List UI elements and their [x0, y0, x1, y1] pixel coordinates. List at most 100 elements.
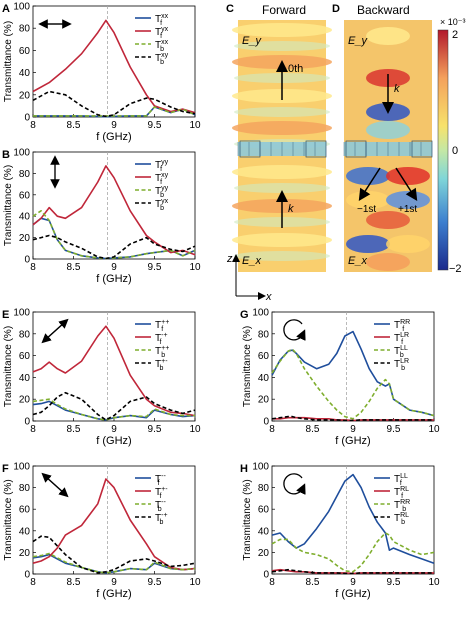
x-tick-label: 8.5 [67, 424, 81, 435]
y-tick-label: 0 [24, 113, 30, 124]
x-axis-label: f (GHz) [96, 588, 131, 600]
metasurface-strip-backward [343, 140, 433, 158]
x-tick-label: 9.5 [387, 424, 401, 435]
y-tick-label: 80 [258, 483, 270, 494]
panel-letter-E: E [2, 309, 9, 321]
plot-frame [271, 311, 435, 422]
x-axis-label: f (GHz) [96, 273, 131, 285]
x-tick-label: 9.5 [148, 120, 162, 131]
y-tick-label: 100 [252, 308, 269, 319]
x-tick-label: 9 [111, 577, 117, 588]
y-tick-label: 0 [263, 570, 269, 581]
plot-frame [271, 465, 435, 575]
y-tick-label: 60 [19, 351, 31, 362]
x-tick-label: 8 [269, 424, 275, 435]
panel-letter-G: G [240, 309, 249, 321]
series-line-black [271, 415, 434, 422]
panel-letter-H: H [240, 463, 248, 475]
series-line-black [32, 234, 196, 260]
polarization-icon [41, 472, 66, 495]
circular-polarization-icon [283, 319, 306, 341]
y-tick-label: 100 [13, 148, 30, 159]
series-line-green [271, 532, 435, 573]
legend-label: T-+ f [155, 332, 168, 346]
legend-label: T--b [155, 499, 166, 513]
k-label-forward: k [288, 203, 294, 215]
field-blob [346, 167, 390, 185]
colorbar-exponent: × 10⁻³ [440, 17, 466, 27]
x-tick-label: 8 [269, 577, 275, 588]
x-tick-label: 9 [111, 262, 117, 273]
x-tick-label: 9.5 [148, 577, 162, 588]
y-tick-label: 60 [258, 351, 270, 362]
legend-label: TRL b [394, 512, 409, 526]
legend-label: T--f [155, 473, 166, 487]
y-axis-label: Transmittance (%) [242, 326, 253, 407]
legend-label: Txx b [155, 39, 169, 53]
x-tick-label: 9.5 [148, 262, 162, 273]
field-band [234, 251, 330, 261]
series-line-black [32, 391, 196, 421]
series-line-green [32, 552, 196, 574]
series-line-black [32, 535, 196, 574]
y-tick-label: 20 [19, 233, 31, 244]
legend-label: TLR b [394, 358, 409, 372]
y-tick-label: 20 [19, 548, 31, 559]
legend-label: TLL b [394, 345, 408, 359]
y-tick-label: 80 [19, 329, 31, 340]
y-axis-label: Transmittance (%) [242, 479, 253, 560]
series-line-black [32, 90, 196, 118]
y-tick-label: 60 [19, 46, 31, 57]
y-tick-label: 60 [19, 505, 31, 516]
y-tick-label: 60 [19, 190, 31, 201]
x-axis-label: f (GHz) [96, 435, 131, 447]
legend-label: Txy b [155, 52, 169, 66]
y-tick-label: 0 [24, 255, 30, 266]
panel-letter-B: B [2, 149, 10, 161]
zero-order-label: 0th [288, 63, 303, 75]
x-tick-label: 8 [30, 424, 36, 435]
field-band [234, 41, 330, 51]
y-tick-label: 60 [258, 505, 270, 516]
y-tick-label: 20 [258, 395, 270, 406]
y-tick-label: 0 [24, 417, 30, 428]
field-band [234, 183, 330, 193]
legend-label: T+-f [155, 486, 168, 500]
y-tick-label: 100 [252, 462, 269, 473]
legend-label: T++ b [155, 345, 169, 359]
x-tick-label: 9.5 [387, 577, 401, 588]
y-tick-label: 40 [258, 526, 270, 537]
x-tick-label: 8.5 [67, 262, 81, 273]
y-axis-label: Transmittance (%) [3, 21, 14, 102]
series-line-green [271, 348, 435, 420]
legend-label: T-+ b [155, 512, 168, 526]
y-axis-label: Transmittance (%) [3, 326, 14, 407]
y-tick-label: 20 [19, 90, 31, 101]
series-line-green [33, 106, 196, 117]
plus-first-order-label: +1st [398, 204, 417, 215]
legend-label: T++ f [155, 319, 169, 333]
field-label-ey-backward: E_y [348, 35, 368, 47]
x-tick-label: 10 [189, 120, 201, 131]
field-blob [386, 167, 430, 185]
k-label-backward: k [394, 83, 400, 95]
y-tick-label: 100 [13, 462, 30, 473]
legend-label: Tyy b [155, 185, 169, 199]
x-tick-label: 10 [189, 577, 201, 588]
colorbar-max-label: 2 [452, 29, 458, 41]
x-axis-label: f (GHz) [335, 435, 370, 447]
y-tick-label: 80 [19, 169, 31, 180]
series-line-red [32, 19, 196, 114]
series-line-red [272, 416, 434, 422]
legend-label: Txy f [155, 172, 169, 186]
legend-label: Txx f [155, 13, 169, 27]
x-tick-label: 8 [30, 120, 36, 131]
x-tick-label: 9.5 [148, 424, 162, 435]
circular-polarization-icon [283, 473, 306, 495]
legend-label: TRR b [394, 499, 410, 513]
field-label-ex-backward: E_x [348, 255, 367, 267]
